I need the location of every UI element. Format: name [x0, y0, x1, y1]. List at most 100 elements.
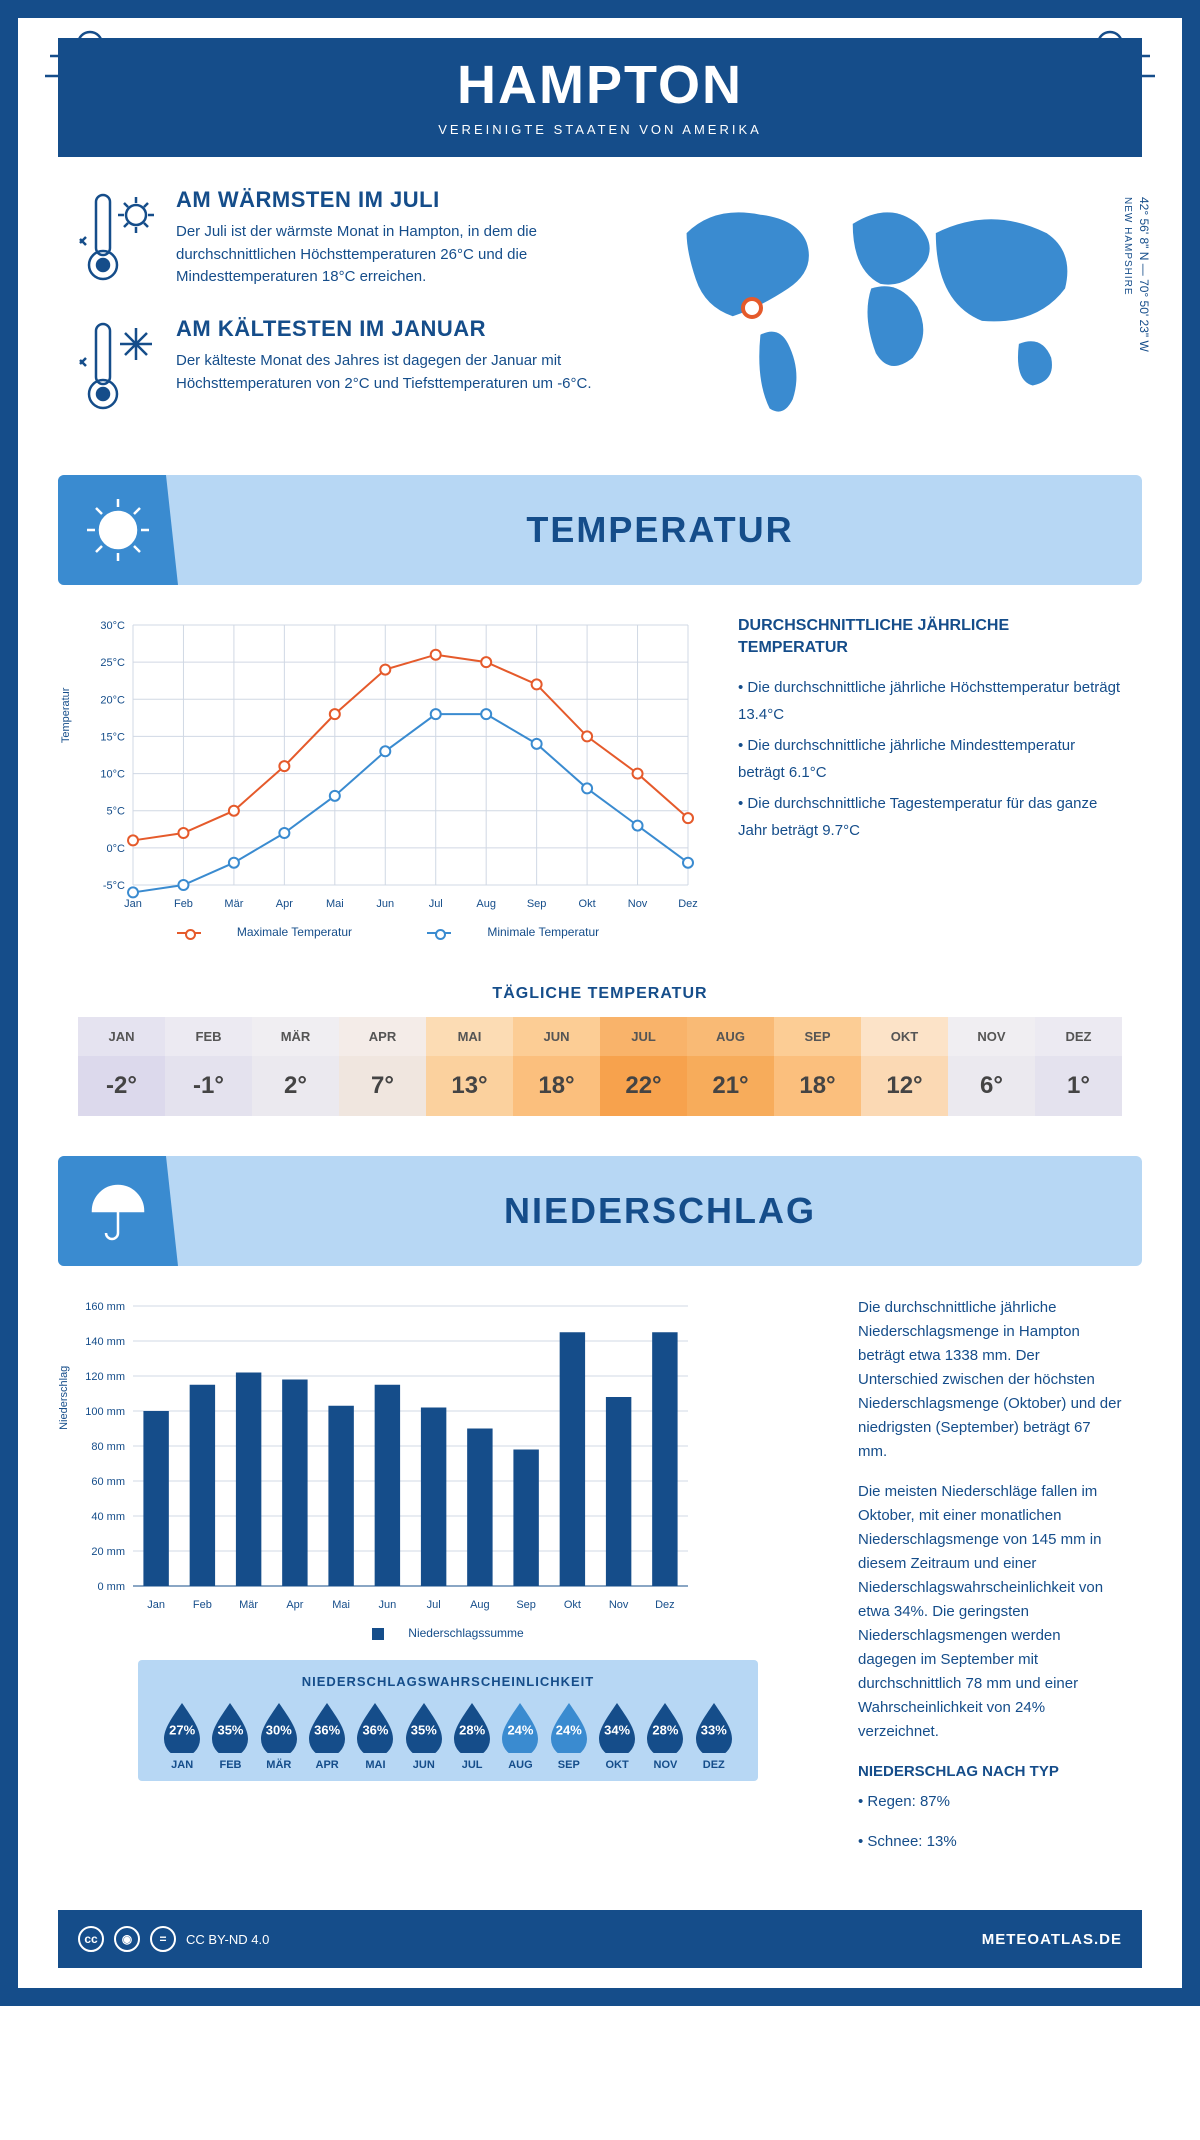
svg-text:Nov: Nov: [609, 1599, 629, 1611]
daily-temp-value: 1°: [1035, 1056, 1122, 1116]
probability-drop: 35% FEB: [206, 1701, 254, 1771]
thermometer-sun-icon: [78, 187, 158, 292]
svg-text:Jul: Jul: [427, 1599, 441, 1611]
location-marker: [741, 297, 763, 319]
probability-drop: 24% SEP: [545, 1701, 593, 1771]
svg-text:60 mm: 60 mm: [91, 1476, 125, 1488]
svg-text:-5°C: -5°C: [103, 880, 125, 892]
world-map: [639, 187, 1122, 427]
svg-text:140 mm: 140 mm: [85, 1336, 125, 1348]
daily-month-header: DEZ: [1035, 1017, 1122, 1056]
svg-text:40 mm: 40 mm: [91, 1511, 125, 1523]
daily-month-header: JAN: [78, 1017, 165, 1056]
warmest-title: AM WÄRMSTEN IM JULI: [176, 187, 609, 213]
svg-text:Jan: Jan: [147, 1599, 165, 1611]
daily-temp-value: 13°: [426, 1056, 513, 1116]
by-icon: ◉: [114, 1926, 140, 1952]
svg-text:Aug: Aug: [470, 1599, 490, 1611]
svg-text:20°C: 20°C: [100, 694, 125, 706]
license-text: CC BY-ND 4.0: [186, 1932, 269, 1947]
daily-month-header: OKT: [861, 1017, 948, 1056]
svg-text:Mär: Mär: [239, 1599, 258, 1611]
svg-text:Feb: Feb: [193, 1599, 212, 1611]
svg-text:Jul: Jul: [429, 898, 443, 910]
daily-temp-value: -1°: [165, 1056, 252, 1116]
coldest-text: Der kälteste Monat des Jahres ist dagege…: [176, 350, 609, 395]
probability-drop: 30% MÄR: [255, 1701, 303, 1771]
daily-month-header: NOV: [948, 1017, 1035, 1056]
svg-text:Mai: Mai: [326, 898, 344, 910]
svg-text:100 mm: 100 mm: [85, 1406, 125, 1418]
license-block: cc ◉ = CC BY-ND 4.0: [78, 1926, 269, 1952]
daily-month-header: MÄR: [252, 1017, 339, 1056]
probability-drop: 34% OKT: [593, 1701, 641, 1771]
svg-text:120 mm: 120 mm: [85, 1371, 125, 1383]
warmest-text: Der Juli ist der wärmste Monat in Hampto…: [176, 221, 609, 289]
cc-icon: cc: [78, 1926, 104, 1952]
probability-drop: 36% MAI: [351, 1701, 399, 1771]
svg-text:Sep: Sep: [527, 898, 547, 910]
daily-month-header: APR: [339, 1017, 426, 1056]
daily-month-header: FEB: [165, 1017, 252, 1056]
daily-month-header: MAI: [426, 1017, 513, 1056]
nd-icon: =: [150, 1926, 176, 1952]
svg-text:10°C: 10°C: [100, 769, 125, 781]
footer: cc ◉ = CC BY-ND 4.0 METEOATLAS.DE: [58, 1910, 1142, 1968]
daily-temp-value: 12°: [861, 1056, 948, 1116]
svg-text:5°C: 5°C: [107, 806, 126, 818]
precipitation-bar-chart: Niederschlag 0 mm20 mm40 mm60 mm80 mm100…: [78, 1296, 818, 1870]
daily-temp-value: 22°: [600, 1056, 687, 1116]
svg-text:25°C: 25°C: [100, 657, 125, 669]
svg-text:15°C: 15°C: [100, 731, 125, 743]
svg-text:Jun: Jun: [379, 1599, 397, 1611]
probability-drop: 27% JAN: [158, 1701, 206, 1771]
daily-month-header: AUG: [687, 1017, 774, 1056]
intro-section: AM WÄRMSTEN IM JULI Der Juli ist der wär…: [18, 157, 1182, 465]
brand-label: METEOATLAS.DE: [982, 1931, 1122, 1948]
probability-drop: 36% APR: [303, 1701, 351, 1771]
line-chart-legend: Maximale Temperatur Minimale Temperatur: [78, 925, 698, 939]
precipitation-heading: NIEDERSCHLAG: [178, 1190, 1142, 1232]
svg-text:Apr: Apr: [276, 898, 293, 910]
daily-month-header: JUN: [513, 1017, 600, 1056]
probability-drop: 33% DEZ: [690, 1701, 738, 1771]
svg-text:Okt: Okt: [564, 1599, 581, 1611]
precipitation-summary: Die durchschnittliche jährliche Niedersc…: [858, 1296, 1122, 1870]
svg-text:Okt: Okt: [579, 898, 596, 910]
probability-drop: 28% JUL: [448, 1701, 496, 1771]
thermometer-snow-icon: [78, 316, 158, 421]
daily-temp-value: 21°: [687, 1056, 774, 1116]
svg-text:Dez: Dez: [655, 1599, 675, 1611]
page-title: HAMPTON: [58, 54, 1142, 116]
probability-drop: 24% AUG: [496, 1701, 544, 1771]
temperature-heading: TEMPERATUR: [178, 509, 1142, 551]
precipitation-banner: NIEDERSCHLAG: [58, 1156, 1142, 1266]
svg-text:Aug: Aug: [476, 898, 496, 910]
umbrella-icon: [58, 1156, 178, 1266]
svg-text:Nov: Nov: [628, 898, 648, 910]
daily-temp-table: JANFEBMÄRAPRMAIJUNJULAUGSEPOKTNOVDEZ-2°-…: [78, 1017, 1122, 1116]
daily-temp-heading: TÄGLICHE TEMPERATUR: [18, 985, 1182, 1003]
svg-text:Sep: Sep: [516, 1599, 536, 1611]
daily-temp-value: 18°: [513, 1056, 600, 1116]
title-banner: HAMPTON VEREINIGTE STAATEN VON AMERIKA: [58, 38, 1142, 157]
warmest-fact: AM WÄRMSTEN IM JULI Der Juli ist der wär…: [78, 187, 609, 292]
coldest-fact: AM KÄLTESTEN IM JANUAR Der kälteste Mona…: [78, 316, 609, 421]
daily-temp-value: 2°: [252, 1056, 339, 1116]
svg-text:Feb: Feb: [174, 898, 193, 910]
daily-temp-value: 18°: [774, 1056, 861, 1116]
page-subtitle: VEREINIGTE STAATEN VON AMERIKA: [58, 122, 1142, 137]
svg-text:0°C: 0°C: [107, 843, 126, 855]
svg-text:Apr: Apr: [286, 1599, 303, 1611]
daily-temp-value: -2°: [78, 1056, 165, 1116]
probability-drop: 28% NOV: [641, 1701, 689, 1771]
svg-text:Mär: Mär: [224, 898, 243, 910]
svg-text:20 mm: 20 mm: [91, 1546, 125, 1558]
bar-chart-legend: Niederschlagssumme: [78, 1626, 818, 1640]
coldest-title: AM KÄLTESTEN IM JANUAR: [176, 316, 609, 342]
svg-text:Jan: Jan: [124, 898, 142, 910]
svg-text:30°C: 30°C: [100, 620, 125, 632]
temperature-summary: DURCHSCHNITTLICHE JÄHRLICHE TEMPERATUR •…: [738, 615, 1122, 939]
daily-temp-value: 7°: [339, 1056, 426, 1116]
precipitation-probability-box: NIEDERSCHLAGSWAHRSCHEINLICHKEIT 27% JAN …: [138, 1660, 758, 1781]
